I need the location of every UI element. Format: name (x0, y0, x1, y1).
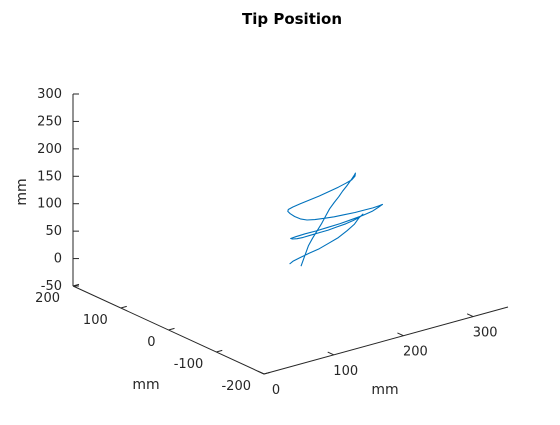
z-tick-label: 200 (37, 142, 62, 157)
z-tick-label: -50 (41, 279, 62, 294)
y-tick-label: -200 (221, 379, 251, 394)
z-tick-label: 150 (37, 169, 62, 184)
x-axis-ticks: 0 100 200 300 (257, 313, 498, 398)
x-tick-label: 200 (403, 345, 428, 360)
z-tick-label: 50 (45, 224, 62, 239)
z-tick-label: 0 (54, 252, 62, 267)
chart-title: Tip Position (242, 10, 342, 28)
x-tick-label: 300 (473, 326, 498, 341)
y-tick-mark (72, 283, 80, 287)
z-tick-label: 300 (37, 87, 62, 102)
y-tick-mark (120, 305, 127, 309)
x-tick-label: 0 (272, 383, 280, 398)
x-tick-label: 100 (333, 364, 358, 379)
y-tick-label: -100 (174, 357, 204, 372)
y-axis-label: mm (132, 377, 159, 393)
x-axis-label: mm (371, 382, 398, 398)
x-axis-line (263, 306, 509, 375)
x-tick-mark (466, 313, 474, 318)
y-axis-ticks: -200 -100 0 100 200 (35, 283, 271, 394)
y-tick-label: 0 (147, 335, 155, 350)
tip-trajectory-line (287, 172, 384, 267)
z-tick-label: 100 (37, 197, 62, 212)
x-tick-mark (397, 332, 404, 337)
y-tick-mark (216, 349, 223, 353)
y-tick-label: 200 (35, 291, 60, 306)
x-tick-mark (257, 370, 265, 375)
series-layer (287, 172, 384, 267)
y-tick-label: 100 (83, 313, 108, 328)
z-axis-label: mm (14, 178, 30, 205)
x-tick-mark (327, 351, 334, 356)
z-tick-label: 250 (37, 114, 62, 129)
y-tick-mark (263, 371, 271, 375)
y-tick-mark (168, 327, 175, 331)
z-axis-ticks: -50 0 50 100 150 200 250 300 (37, 87, 79, 294)
